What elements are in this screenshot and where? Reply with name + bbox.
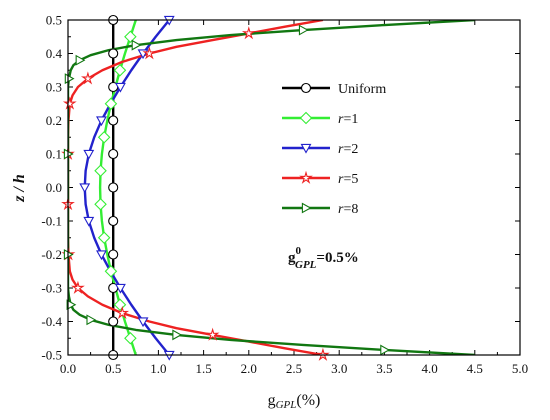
x-tick-label: 4.5 xyxy=(467,361,483,376)
legend-label-uniform: Uniform xyxy=(338,82,386,97)
markers-layer xyxy=(61,14,391,361)
data-point-r-2 xyxy=(96,250,107,261)
data-point-uniform xyxy=(108,215,119,227)
data-point-r-8 xyxy=(172,329,183,341)
series-layer xyxy=(68,20,475,355)
data-point-r-1 xyxy=(113,63,127,77)
data-point-r-5 xyxy=(205,327,220,341)
data-point-uniform xyxy=(108,249,119,260)
data-point-r-8 xyxy=(380,344,391,356)
x-axis-title: gGPL(%) xyxy=(268,392,321,411)
x-tick-label: 0.5 xyxy=(105,361,121,376)
data-point-uniform xyxy=(108,48,119,59)
data-point-r-8 xyxy=(75,54,86,66)
legend-marker-r-1 xyxy=(299,111,313,125)
data-point-r-8 xyxy=(298,24,309,36)
legend-label-r-1: r=1 xyxy=(338,112,358,127)
data-point-r-5 xyxy=(71,280,85,294)
data-point-r-1 xyxy=(124,30,137,44)
data-point-r-2 xyxy=(137,317,149,328)
legend-label-r-2: r=2 xyxy=(338,142,358,157)
legend-marker-uniform xyxy=(300,82,312,94)
data-point-r-2 xyxy=(96,116,107,127)
x-tick-label: 2.5 xyxy=(286,361,302,376)
data-point-r-1 xyxy=(104,97,118,111)
data-point-r-1 xyxy=(124,331,137,345)
x-tick-label: 1.0 xyxy=(150,361,166,376)
y-axis-title: z / h xyxy=(11,174,28,203)
data-point-r-2 xyxy=(83,149,95,160)
data-point-r-1 xyxy=(97,231,111,245)
y-tick-label: -0.1 xyxy=(41,214,62,229)
data-point-r-2 xyxy=(114,82,126,93)
legend-marker-r-5 xyxy=(299,170,313,184)
legend: Uniform r=1 r=2 r=5 r=8 xyxy=(282,82,386,217)
data-point-r-1 xyxy=(113,298,127,312)
annotation-gpl-fraction: g0 GPL=0.5% xyxy=(288,245,359,271)
x-tick-label: 2.0 xyxy=(241,361,257,376)
data-point-r-1 xyxy=(94,164,107,178)
x-tick-label: 3.5 xyxy=(376,361,392,376)
legend-label-r-8: r=8 xyxy=(338,202,358,217)
x-tick-label: 5.0 xyxy=(512,361,528,376)
data-point-r-5 xyxy=(62,96,77,110)
data-point-r-8 xyxy=(64,73,75,85)
legend-label-r-5: r=5 xyxy=(338,172,358,187)
y-tick-label: 0.4 xyxy=(46,46,63,61)
data-point-r-1 xyxy=(97,130,111,144)
y-tick-label: 0.3 xyxy=(46,80,62,95)
data-point-r-2 xyxy=(114,283,126,294)
data-point-r-5 xyxy=(142,46,157,60)
series-line-r-8 xyxy=(68,20,475,355)
x-tick-label: 0.0 xyxy=(60,361,76,376)
y-tick-label: 0.1 xyxy=(46,147,62,162)
y-tick-label: 0.2 xyxy=(46,113,62,128)
series-line-r-5 xyxy=(68,20,324,355)
tick-labels: 0.0 0.5 1.0 1.5 2.0 2.5 3.0 3.5 4.0 4.5 5.0 -0.5 -0.… xyxy=(41,13,528,377)
data-point-r-5 xyxy=(115,305,130,319)
data-point-r-8 xyxy=(86,314,97,326)
data-point-r-8 xyxy=(131,39,142,51)
data-point-uniform xyxy=(108,115,119,126)
series-line-r-1 xyxy=(98,20,137,355)
axis-ticks xyxy=(67,19,521,356)
data-point-r-1 xyxy=(94,197,107,211)
legend-marker-r-2 xyxy=(300,143,312,154)
x-tick-label: 3.0 xyxy=(331,361,347,376)
data-point-r-1 xyxy=(104,264,118,278)
x-tick-label: 4.0 xyxy=(421,361,437,376)
y-tick-label: -0.2 xyxy=(41,247,62,262)
y-tick-label: 0.0 xyxy=(46,180,62,195)
series-line-r-2 xyxy=(83,20,171,355)
data-point-r-8 xyxy=(66,299,77,311)
data-point-r-2 xyxy=(83,216,95,227)
plot-frame xyxy=(67,19,521,356)
y-tick-label: -0.4 xyxy=(41,314,62,329)
y-tick-label: -0.5 xyxy=(41,348,62,363)
legend-marker-r-8 xyxy=(301,202,312,214)
data-point-r-5 xyxy=(241,26,256,40)
data-point-r-2 xyxy=(79,183,91,194)
data-point-uniform xyxy=(108,182,119,193)
x-tick-label: 1.5 xyxy=(195,361,211,376)
y-tick-label: 0.5 xyxy=(46,13,62,28)
data-point-uniform xyxy=(108,148,119,160)
data-point-uniform xyxy=(108,316,119,327)
data-point-r-5 xyxy=(80,71,95,85)
y-tick-label: -0.3 xyxy=(41,281,62,296)
